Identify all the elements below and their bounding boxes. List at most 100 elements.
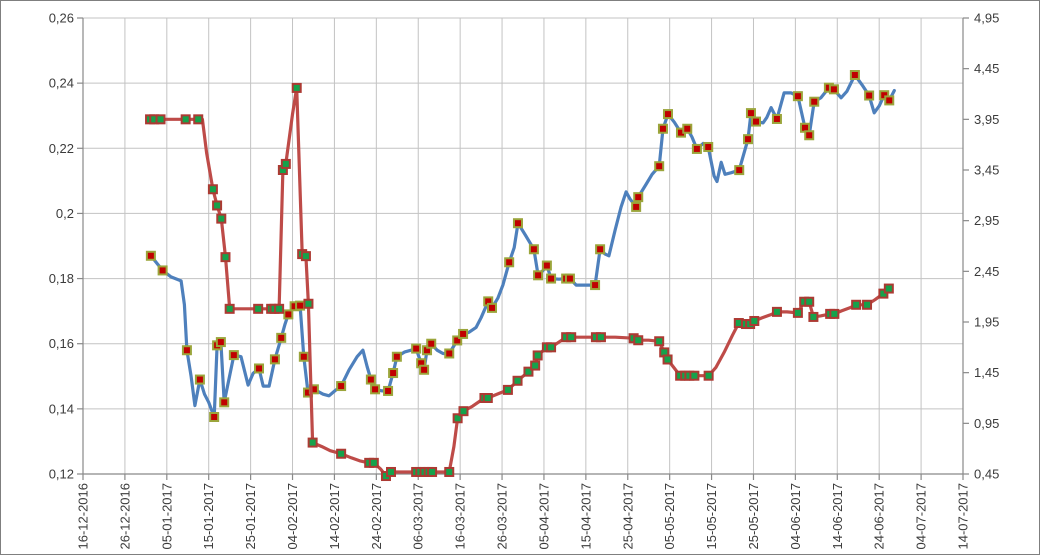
red-series-marker (303, 298, 314, 309)
blue-series-marker (631, 201, 642, 212)
blue-series-marker (486, 302, 497, 313)
blue-series-marker (541, 260, 552, 271)
blue-series-marker (157, 265, 168, 276)
y-left-tick-label: 0,26 (49, 11, 74, 26)
y-left-tick-label: 0,22 (49, 141, 74, 156)
blue-series-marker (546, 273, 557, 284)
blue-series-marker (269, 354, 280, 365)
y-right-tick-label: 2,95 (974, 213, 999, 228)
y-right-tick-label: 1,45 (974, 365, 999, 380)
x-axis-labels: 16-12-2016 26-12-2016 05-01-2017 15-01-2017… (76, 483, 971, 550)
red-series-marker (808, 311, 819, 322)
red-series-marker (307, 437, 318, 448)
blue-series-marker (254, 363, 264, 374)
blue-series-marker (533, 270, 544, 281)
blue-series-marker (411, 343, 422, 354)
red-series-marker (427, 466, 438, 477)
y-right-tick-label: 0,95 (974, 416, 999, 431)
x-tick-label: 04-06-2017 (788, 483, 803, 550)
x-tick-label: 15-05-2017 (704, 483, 719, 550)
y-left-tick-label: 0,12 (49, 467, 74, 482)
blue-series-marker (633, 192, 644, 203)
blue-series-marker (426, 338, 437, 349)
red-series-marker (336, 448, 347, 459)
red-series-marker (368, 457, 379, 468)
blue-series-marker (804, 130, 815, 141)
blue-series-marker (528, 244, 539, 255)
red-series-marker (530, 360, 541, 371)
y-left-tick-label: 0,14 (49, 401, 74, 416)
red-series-marker (523, 366, 534, 377)
x-tick-label: 05-01-2017 (159, 483, 174, 550)
red-series-marker (512, 375, 523, 386)
red-series-marker (280, 158, 291, 169)
red-series-marker (253, 303, 264, 314)
red-series-markers (145, 82, 894, 482)
x-tick-label: 15-01-2017 (201, 483, 216, 550)
red-series-marker (458, 406, 469, 417)
y-axis-left-labels: 0,26 0,24 0,22 0,2 0,18 0,16 0,14 0,12 (49, 11, 74, 482)
red-series-marker (546, 342, 557, 353)
red-series-marker (689, 370, 700, 381)
x-tick-label: 04-02-2017 (285, 483, 300, 550)
y-left-tick-label: 0,18 (49, 271, 74, 286)
y-right-tick-label: 1,95 (974, 315, 999, 330)
blue-series-marker (276, 332, 287, 343)
blue-series-marker (194, 374, 205, 385)
blue-series-marker (298, 351, 309, 362)
y-left-tick-label: 0,2 (56, 206, 74, 221)
red-series-marker (212, 200, 223, 211)
red-series-marker (300, 251, 311, 262)
blue-series-marker (458, 328, 469, 339)
red-series-marker (749, 315, 760, 326)
red-series-marker (482, 393, 493, 403)
x-tick-label: 06-03-2017 (411, 483, 426, 550)
red-series-marker (193, 114, 204, 125)
y-left-tick-label: 0,16 (49, 336, 74, 351)
blue-series-marker (734, 165, 745, 176)
red-series-marker (532, 350, 543, 361)
blue-series-marker (864, 90, 875, 101)
x-tick-label: 26-12-2016 (117, 483, 132, 550)
blue-series-marker (283, 309, 294, 320)
red-series-marker (566, 332, 577, 343)
red-series-marker (862, 299, 873, 310)
blue-series-marker (809, 96, 820, 107)
red-series-marker (155, 114, 166, 125)
x-tick-label: 04-07-2017 (914, 483, 929, 550)
blue-series-marker (452, 335, 463, 346)
x-tick-label: 14-02-2017 (327, 483, 342, 550)
blue-series-marker (682, 123, 693, 134)
y-right-tick-label: 0,45 (974, 467, 999, 482)
blue-series-marker (512, 218, 523, 229)
blue-series-marker (743, 134, 754, 145)
axes (82, 18, 964, 475)
blue-series-marker (444, 348, 455, 359)
x-tick-label: 14-07-2017 (956, 483, 971, 550)
blue-series-marker (691, 143, 702, 154)
red-series-marker (502, 384, 513, 395)
blue-series-marker (383, 385, 394, 396)
red-series-marker (452, 413, 463, 424)
blue-series-marker (657, 123, 668, 134)
y-right-tick-label: 4,95 (974, 11, 999, 26)
red-series-marker (220, 252, 231, 263)
blue-series-marker (703, 141, 714, 152)
blue-series-marker (295, 300, 306, 311)
red-series-marker (386, 466, 396, 477)
red-series-marker (662, 354, 673, 365)
blue-series-marker (336, 381, 347, 392)
blue-series-marker (209, 412, 220, 422)
red-series-marker (851, 299, 862, 310)
red-series-marker (633, 335, 644, 346)
x-tick-label: 26-03-2017 (495, 483, 510, 550)
blue-series-marker (654, 161, 665, 172)
red-series-marker (878, 288, 889, 299)
x-tick-label: 25-01-2017 (243, 483, 258, 550)
blue-series-marker (219, 397, 230, 408)
red-series-marker (216, 213, 227, 224)
blue-series-marker (595, 244, 606, 255)
y-right-tick-label: 4,45 (974, 61, 999, 76)
